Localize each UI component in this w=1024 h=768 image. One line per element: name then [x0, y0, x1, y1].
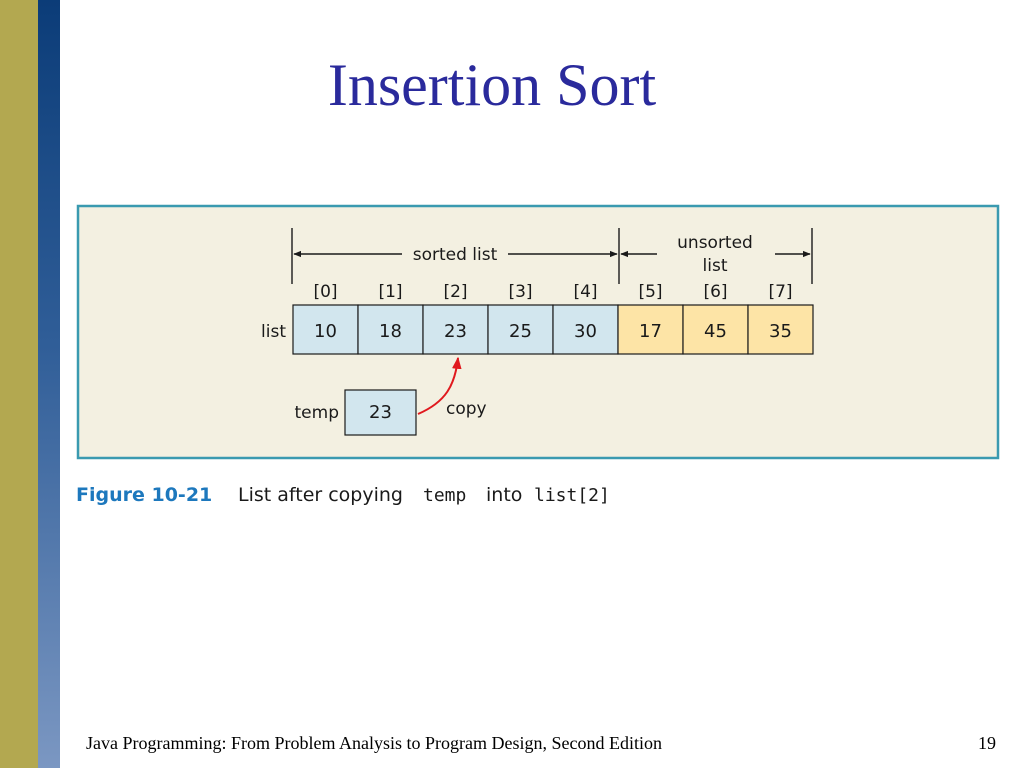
slide-footer: Java Programming: From Problem Analysis …: [86, 733, 662, 753]
cell-value-4: 30: [574, 321, 597, 342]
array-index-0: [0]: [313, 282, 337, 302]
sorted-list-label: sorted list: [413, 245, 498, 265]
cell-value-2: 23: [444, 321, 467, 342]
temp-cell: [344, 389, 417, 436]
temp-value: 23: [369, 402, 392, 423]
array-index-6: [6]: [703, 282, 727, 302]
cell-value-0: 10: [314, 321, 337, 342]
array-index-3: [3]: [508, 282, 532, 302]
unsorted-list-label-line1: unsorted: [677, 233, 753, 253]
caption-text-2: into: [486, 484, 522, 506]
unsorted-cell-6: [682, 304, 749, 355]
unsorted-list-bracket: unsorted list: [620, 228, 813, 284]
copy-label: copy: [446, 399, 487, 419]
array-index-1: [1]: [378, 282, 402, 302]
cell-value-6: 45: [704, 321, 727, 342]
caption-code-temp: temp: [423, 485, 466, 506]
array-indices: [0] [1] [2] [3] [4] [5] [6] [7]: [313, 282, 792, 302]
unsorted-list-label-line2: list: [703, 256, 728, 276]
page-number: 19: [978, 733, 996, 753]
caption-figure-number: Figure 10-21: [76, 484, 212, 506]
caption-text-1: List after copying: [238, 484, 403, 506]
unsorted-cell-7: [747, 304, 814, 355]
sorted-cell-1: [357, 304, 424, 355]
sorted-list-bracket: sorted list: [291, 228, 620, 284]
array-index-5: [5]: [638, 282, 662, 302]
cell-value-3: 25: [509, 321, 532, 342]
cell-value-5: 17: [639, 321, 662, 342]
caption-code-list-2: list[2]: [534, 485, 610, 506]
cell-value-7: 35: [769, 321, 792, 342]
array-label: list: [261, 322, 286, 342]
left-accent-bar-gold: [0, 0, 38, 768]
sorted-cell-3: [487, 304, 554, 355]
slide-title: Insertion Sort: [327, 52, 657, 118]
unsorted-cell-5: [617, 304, 684, 355]
array-cells: 10 18 23 25 30 17 45 35: [292, 304, 814, 355]
array-index-2: [2]: [443, 282, 467, 302]
left-accent-bar-blue: [38, 0, 60, 768]
copy-arrow: [417, 356, 462, 415]
cell-value-1: 18: [379, 321, 402, 342]
array-index-4: [4]: [573, 282, 597, 302]
temp-label: temp: [295, 403, 339, 423]
array-index-7: [7]: [768, 282, 792, 302]
